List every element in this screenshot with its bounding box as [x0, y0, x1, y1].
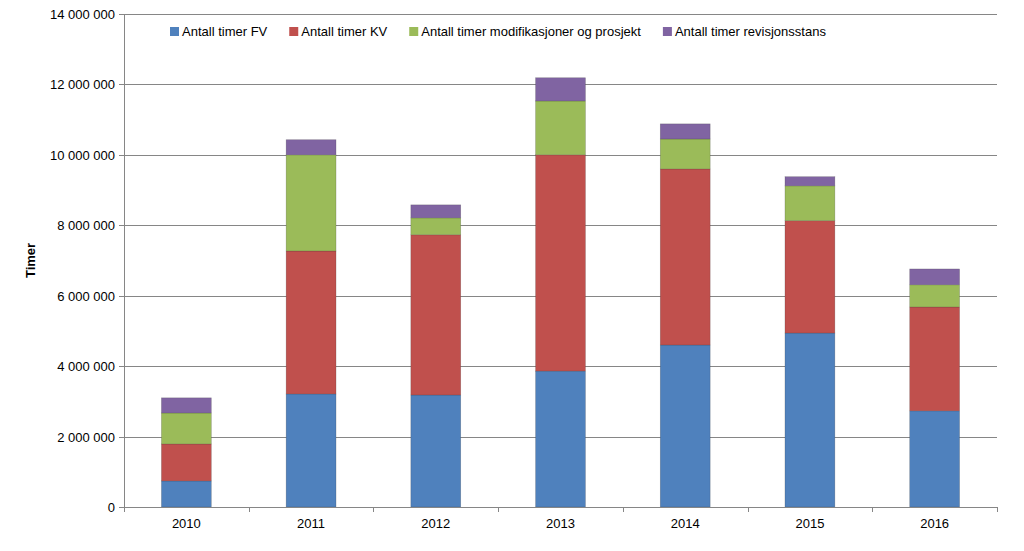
bar — [411, 218, 461, 235]
y-axis-label: Timer — [23, 243, 38, 278]
y-tick — [119, 507, 124, 508]
bar — [161, 413, 211, 444]
bar — [785, 333, 835, 507]
bar — [161, 481, 211, 507]
bar — [910, 411, 960, 507]
legend-label: Antall timer modifikasjoner og prosjekt — [421, 24, 641, 39]
x-tick-label: 2016 — [920, 516, 949, 531]
bar — [536, 101, 586, 155]
y-tick — [119, 14, 124, 15]
bar — [660, 139, 710, 169]
x-tick — [373, 507, 374, 512]
legend-swatch — [289, 27, 298, 36]
x-tick — [872, 507, 873, 512]
bar — [785, 221, 835, 333]
bar — [286, 394, 336, 507]
bar — [660, 345, 710, 507]
x-tick — [498, 507, 499, 512]
y-tick-label: 10 000 000 — [50, 148, 115, 163]
bar — [660, 124, 710, 139]
y-tick-label: 4 000 000 — [57, 359, 115, 374]
x-tick — [623, 507, 624, 512]
bar — [536, 78, 586, 101]
legend-label: Antall timer KV — [301, 24, 387, 39]
grid — [119, 15, 997, 508]
y-tick-label: 0 — [108, 500, 115, 515]
bar — [660, 169, 710, 345]
y-tick-label: 6 000 000 — [57, 289, 115, 304]
y-tick-label: 12 000 000 — [50, 77, 115, 92]
bar — [411, 235, 461, 395]
legend-swatch — [409, 27, 418, 36]
x-tick — [249, 507, 250, 512]
bar — [286, 140, 336, 155]
y-axis — [124, 14, 125, 507]
bar — [785, 177, 835, 186]
y-tick — [119, 225, 124, 226]
bars — [161, 78, 959, 507]
bar — [411, 205, 461, 218]
bar — [785, 186, 835, 221]
bar — [910, 307, 960, 411]
bar — [286, 251, 336, 394]
chart: 0 2 000 000 4 000 000 6 000 000 8 000 000 10 … — [0, 0, 1024, 551]
bar — [161, 398, 211, 413]
x-tick — [997, 507, 998, 512]
legend-swatch — [170, 27, 179, 36]
x-tick-label: 2010 — [172, 516, 201, 531]
y-tick-label: 14 000 000 — [50, 7, 115, 22]
bar — [161, 444, 211, 481]
y-tick-label: 8 000 000 — [57, 218, 115, 233]
bar — [536, 155, 586, 371]
legend-label: Antall timer FV — [182, 24, 268, 39]
bar — [411, 395, 461, 507]
bar — [910, 269, 960, 285]
y-tick — [119, 84, 124, 85]
bar — [286, 155, 336, 251]
x-tick-label: 2014 — [671, 516, 700, 531]
y-tick-label: 2 000 000 — [57, 430, 115, 445]
x-axis — [124, 507, 997, 508]
x-tick-label: 2011 — [297, 516, 325, 531]
legend-label: Antall timer revisjonsstans — [675, 24, 826, 39]
x-tick-label: 2012 — [421, 516, 450, 531]
y-tick — [119, 437, 124, 438]
x-tick — [748, 507, 749, 512]
legend: Antall timer FV Antall timer KV Antall tim… — [170, 24, 826, 39]
legend-swatch — [663, 27, 672, 36]
x-tick-label: 2013 — [546, 516, 575, 531]
x-tick — [124, 507, 125, 512]
x-tick-label: 2015 — [795, 516, 824, 531]
y-tick — [119, 296, 124, 297]
grid-line — [124, 14, 997, 15]
bar — [910, 285, 960, 307]
grid-line — [124, 507, 997, 508]
bar — [536, 371, 586, 507]
y-tick — [119, 155, 124, 156]
y-tick — [119, 366, 124, 367]
